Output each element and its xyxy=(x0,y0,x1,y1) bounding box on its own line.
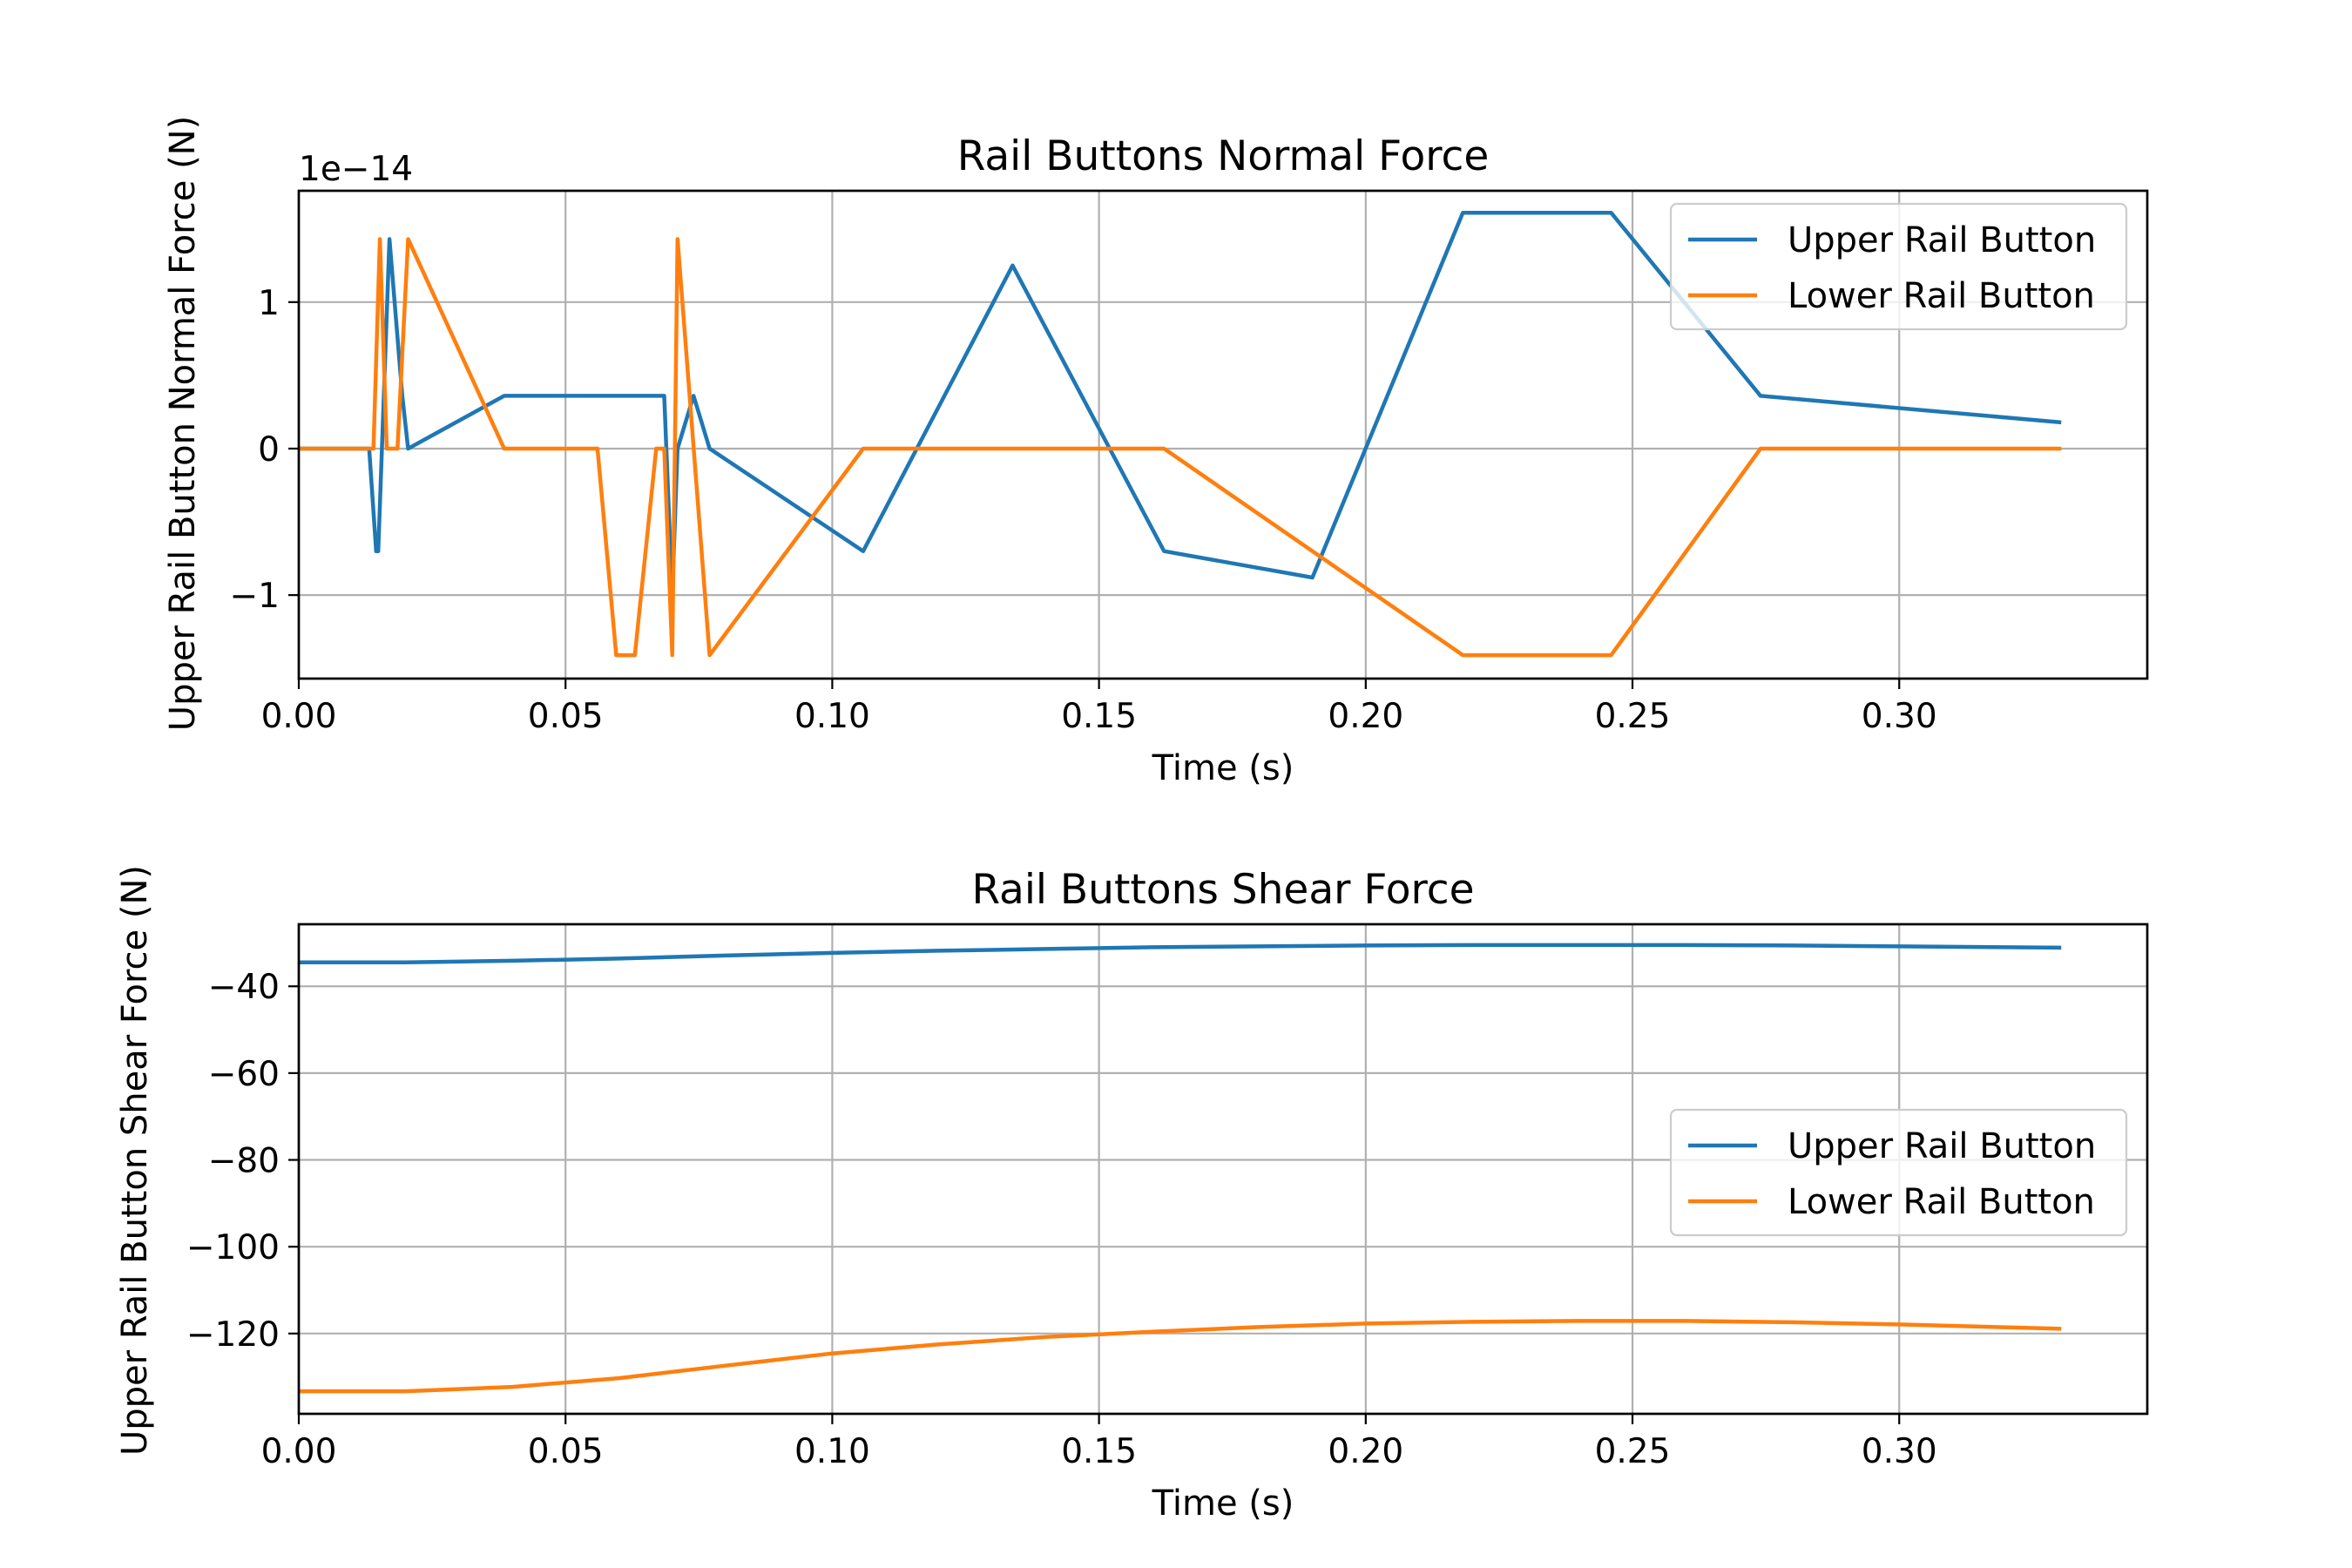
legend-box xyxy=(1669,202,2128,331)
x-tick-label: 0.30 xyxy=(1862,1432,1937,1471)
x-tick-label: 0.10 xyxy=(794,697,870,736)
series-line-upper xyxy=(299,943,2062,965)
y-axis-label: Upper Rail Button Shear Force (N) xyxy=(115,865,155,1456)
chart-title: Rail Buttons Shear Force xyxy=(971,866,1474,914)
x-tick-label: 0.30 xyxy=(1862,697,1937,736)
legend-label-lower: Lower Rail Button xyxy=(1788,276,2095,316)
y-tick-label: −60 xyxy=(208,1055,280,1094)
legend-box xyxy=(1669,1108,2128,1237)
x-tick-label: 0.25 xyxy=(1595,1432,1671,1471)
series-line-lower xyxy=(299,1319,2062,1394)
x-tick-label: 0.15 xyxy=(1061,697,1137,736)
x-tick-label: 0.25 xyxy=(1595,697,1671,736)
axes-frame xyxy=(297,189,2149,680)
y-axis-label: Upper Rail Button Normal Force (N) xyxy=(163,116,203,731)
legend-label-upper: Upper Rail Button xyxy=(1788,1126,2096,1166)
axes-frame xyxy=(297,923,2149,1416)
y-tick-label: −1 xyxy=(230,577,280,616)
chart-panel-2: 0.00 0.05 0.10 0.15 0.20 0.25 0.30 −40 −60 −80 −10… xyxy=(115,865,2149,1524)
series-line-lower xyxy=(299,237,2062,658)
legend: Upper Rail Button Lower Rail Button xyxy=(1669,202,2128,331)
x-tick-label: 0.05 xyxy=(528,1432,604,1471)
y-tick-label: 1 xyxy=(258,284,280,323)
y-tick-label: −80 xyxy=(208,1142,280,1181)
x-tick-label: 0.00 xyxy=(261,1432,337,1471)
x-axis-label: Time (s) xyxy=(1152,1484,1294,1524)
x-tick-label: 0.10 xyxy=(794,1432,870,1471)
chart-panel-1: 0.00 0.05 0.10 0.15 0.20 0.25 0.30 −1 0 1 Rail But… xyxy=(163,116,2149,788)
chart-title: Rail Buttons Normal Force xyxy=(957,132,1490,180)
y-tick-label: −120 xyxy=(186,1315,280,1355)
x-tick-label: 0.05 xyxy=(528,697,604,736)
x-tick-label: 0.20 xyxy=(1328,697,1403,736)
legend-label-upper: Upper Rail Button xyxy=(1788,220,2096,260)
y-offset-text: 1e−14 xyxy=(299,150,413,189)
legend: Upper Rail Button Lower Rail Button xyxy=(1669,1108,2128,1237)
x-tick-label: 0.15 xyxy=(1061,1432,1137,1471)
x-tick-label: 0.20 xyxy=(1328,1432,1403,1471)
y-tick-label: −40 xyxy=(208,968,280,1007)
x-tick-label: 0.00 xyxy=(261,697,337,736)
x-axis-label: Time (s) xyxy=(1152,748,1294,788)
y-tick-label: −100 xyxy=(186,1228,280,1267)
y-tick-label: 0 xyxy=(258,430,280,470)
legend-label-lower: Lower Rail Button xyxy=(1788,1182,2095,1222)
